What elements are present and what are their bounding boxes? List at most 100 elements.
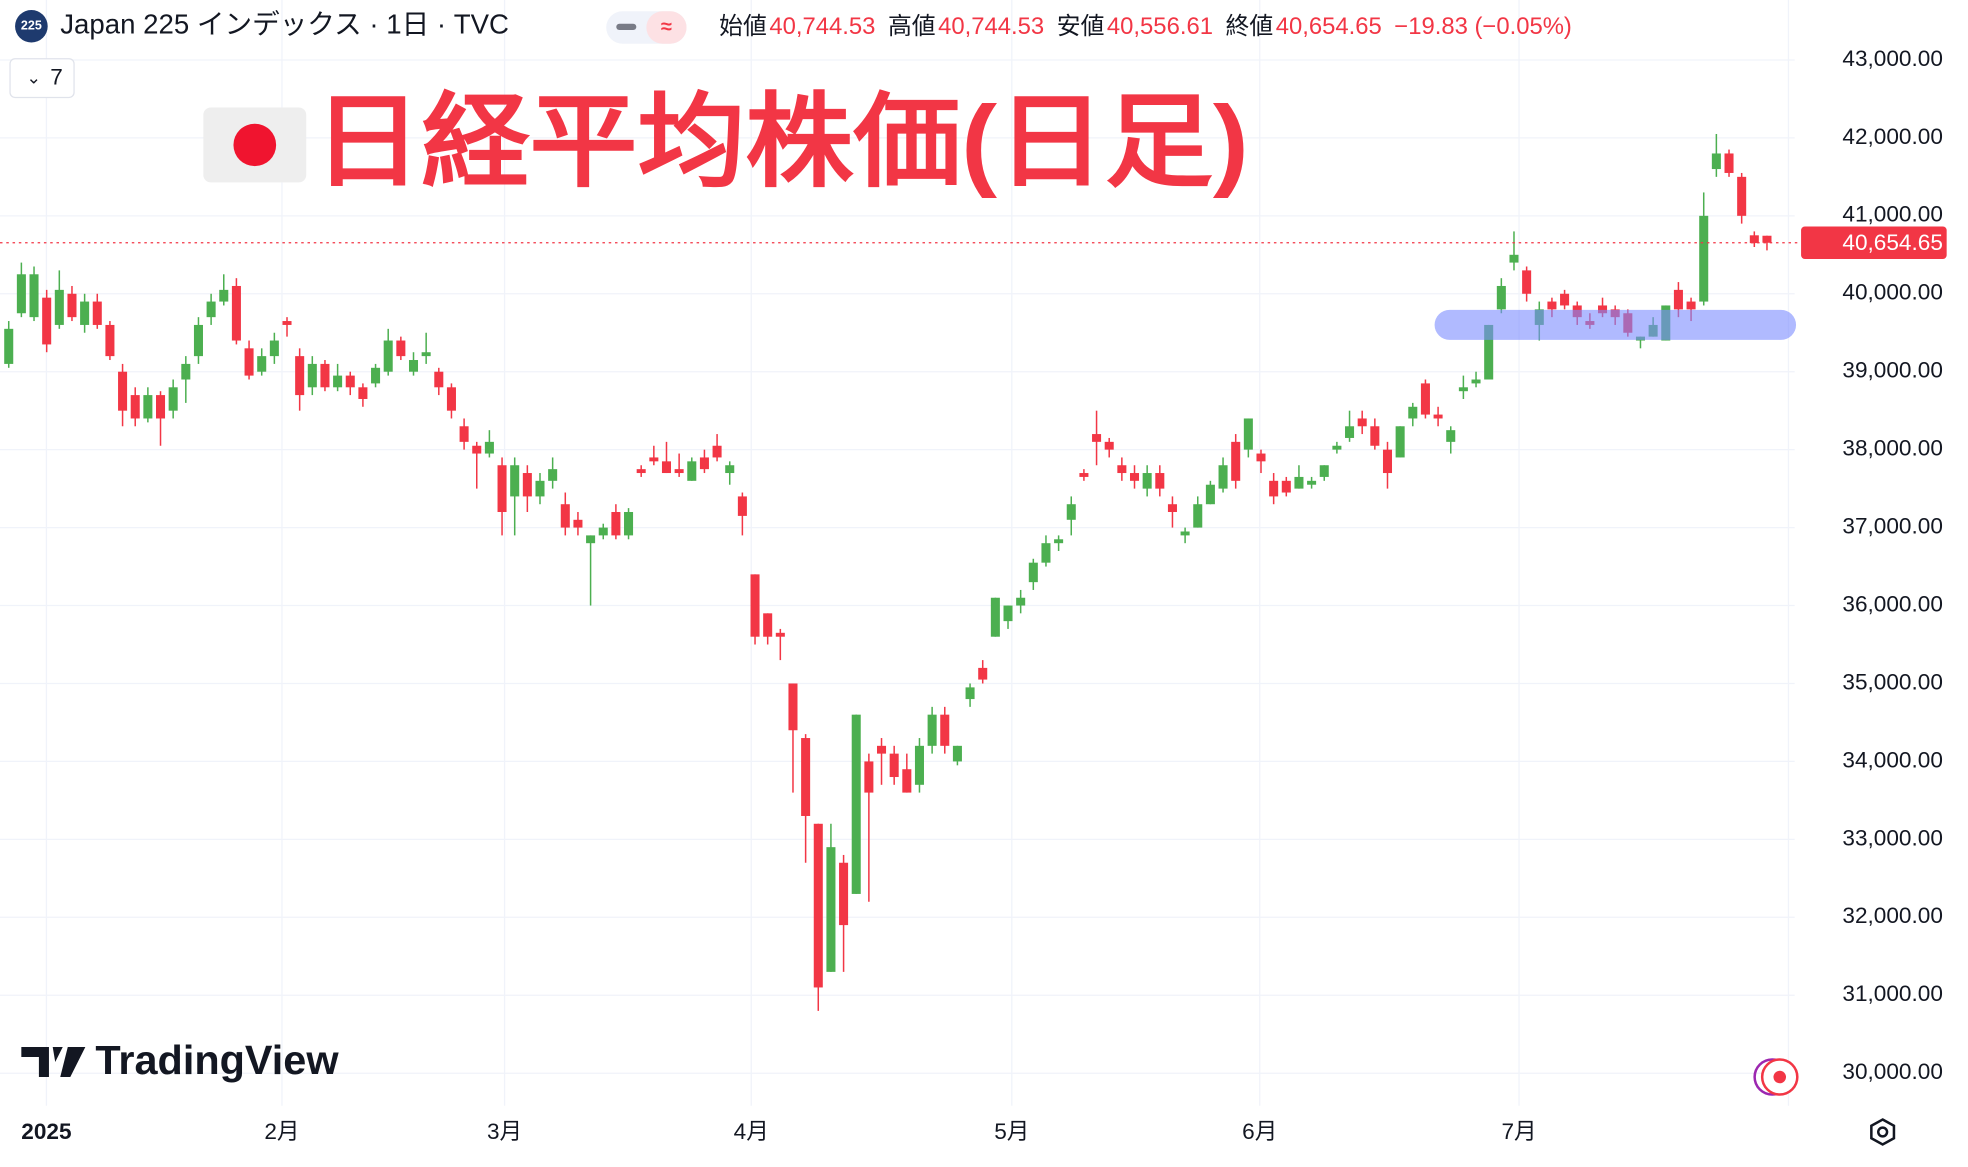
y-tick-label: 40,000.00 <box>1842 280 1942 305</box>
candle-body <box>1281 480 1291 493</box>
candle-body <box>712 445 722 458</box>
candle-body <box>383 340 393 372</box>
candle-body <box>1496 285 1506 310</box>
candle-body <box>1054 539 1064 544</box>
candle-body <box>130 395 140 419</box>
candle-body <box>1180 531 1190 536</box>
x-tick-label: 3月 <box>487 1119 522 1144</box>
candle-body <box>737 496 747 516</box>
toggle-icon: ≈ <box>661 16 672 38</box>
candle-body <box>1370 426 1380 446</box>
candle-body <box>801 738 811 816</box>
y-tick-label: 39,000.00 <box>1842 358 1942 383</box>
candle-body <box>586 535 596 544</box>
candle-body <box>408 360 419 372</box>
candle-body <box>952 745 962 762</box>
candle-body <box>1243 418 1253 450</box>
candle-body <box>560 504 570 528</box>
candle-body <box>661 461 672 474</box>
candle-body <box>1673 289 1683 310</box>
candle-body <box>1205 484 1215 505</box>
candle-body <box>219 289 229 302</box>
candle-body <box>649 457 659 462</box>
settings-icon <box>1877 1126 1889 1138</box>
y-tick-label: 31,000.00 <box>1842 981 1942 1006</box>
candle-body <box>1433 414 1443 419</box>
candle-body <box>307 363 317 388</box>
candle-body <box>1167 504 1177 513</box>
candle-body <box>1737 176 1747 216</box>
candle-body <box>687 461 697 481</box>
candle-body <box>1749 235 1759 244</box>
candle-body <box>889 753 899 778</box>
candle-body <box>1104 441 1114 450</box>
watermark: TradingView <box>95 1037 339 1083</box>
candle-body <box>839 862 849 926</box>
candle-body <box>1395 426 1405 458</box>
candle-body <box>1256 453 1266 462</box>
candle-body <box>168 387 178 411</box>
settings-icon[interactable] <box>1870 1118 1896 1146</box>
candle-body <box>29 274 39 318</box>
y-tick-label: 30,000.00 <box>1842 1059 1942 1084</box>
candle-body <box>1231 441 1241 481</box>
candle-body <box>282 321 292 325</box>
axes: 30,000.00 31,000.00 32,000.00 33,000.00 34,0… <box>0 46 1947 1144</box>
candle-body <box>1319 465 1329 477</box>
candle-body <box>1382 449 1393 474</box>
candle-body <box>42 297 52 345</box>
candle-body <box>1332 445 1342 450</box>
candle-body <box>1218 465 1228 489</box>
grid <box>0 0 1795 1106</box>
candle-body <box>80 301 90 325</box>
candle-body <box>1269 480 1279 497</box>
candle-body <box>1484 324 1494 380</box>
candle-body <box>965 687 975 700</box>
candle-body <box>813 823 823 988</box>
candle-body <box>1522 270 1532 294</box>
candle-body <box>16 274 26 314</box>
candle-body <box>636 469 646 474</box>
y-tick-label: 42,000.00 <box>1842 124 1942 149</box>
candle-body <box>1117 465 1127 474</box>
x-tick-label: 4月 <box>734 1119 769 1144</box>
candle-body <box>320 363 330 388</box>
candle-body <box>446 387 456 411</box>
dropdown-chevron: ⌄ <box>26 67 41 87</box>
candle-body <box>940 714 950 746</box>
symbol-icon <box>15 9 48 43</box>
x-tick-label: 6月 <box>1242 1119 1277 1144</box>
candle-body <box>699 457 709 470</box>
interval-dropdown[interactable] <box>9 58 75 99</box>
candle-body <box>598 527 608 536</box>
candle-body <box>143 395 153 419</box>
candle-body <box>1762 235 1772 243</box>
candle-body <box>611 512 621 536</box>
ohlc-label: 高値 <box>888 13 936 40</box>
candle-body <box>1711 153 1721 170</box>
x-tick-label: 2025 <box>21 1119 71 1144</box>
toggle-icon <box>616 23 637 30</box>
candle-body <box>421 352 431 357</box>
candle-body <box>1345 426 1355 438</box>
candle-body <box>548 469 558 481</box>
candle-body <box>118 371 128 411</box>
highlight-band <box>1434 309 1797 340</box>
x-tick-label: 7月 <box>1501 1119 1536 1144</box>
candle-body <box>181 363 191 380</box>
candle-body <box>1446 430 1456 442</box>
candle-body <box>1408 406 1418 419</box>
candle-body <box>775 632 785 637</box>
candle-body <box>244 348 254 376</box>
candle-body <box>851 714 861 894</box>
flag-sun <box>233 123 277 167</box>
candle-body <box>345 375 355 388</box>
candle-body <box>1560 293 1570 306</box>
candle-body <box>750 574 760 637</box>
symbol-title[interactable]: Japan 225 インデックス · 1日 · TVC <box>60 9 509 40</box>
toggle-active[interactable] <box>646 11 687 44</box>
candles <box>4 133 1772 1011</box>
candle-body <box>105 324 115 357</box>
y-tick-label: 34,000.00 <box>1842 747 1942 772</box>
